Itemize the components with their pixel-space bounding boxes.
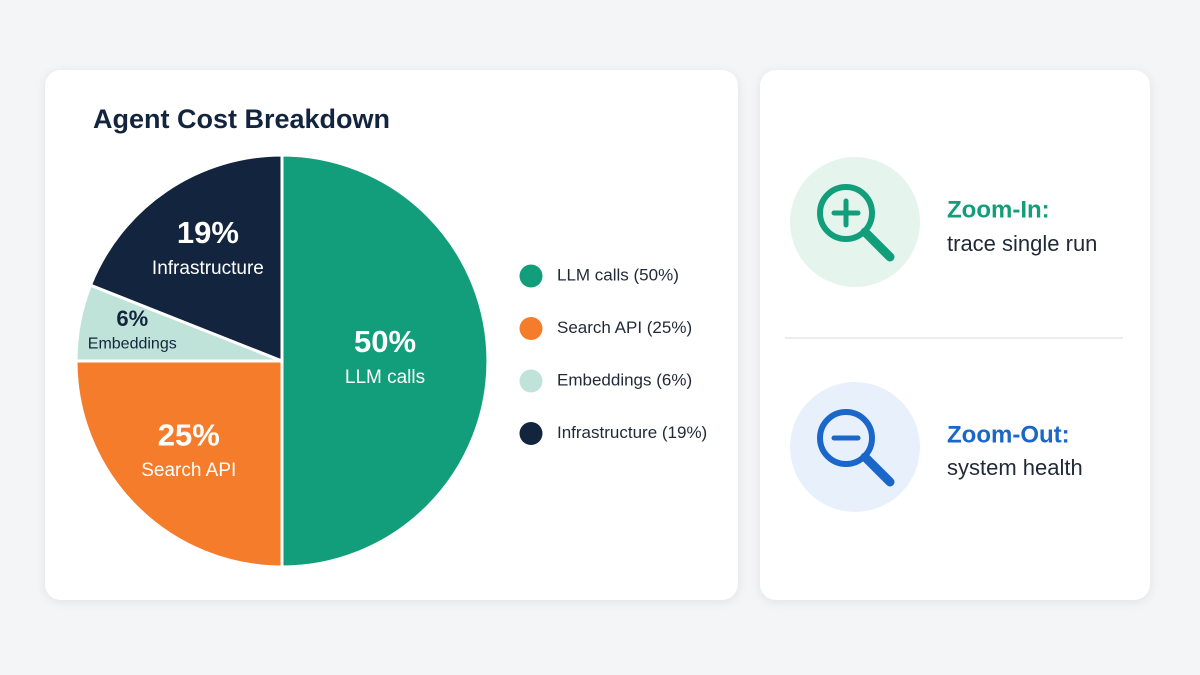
side-card — [760, 70, 1150, 600]
slice-value-label: 6% — [116, 306, 148, 331]
legend-swatch — [519, 369, 543, 393]
slice-value-label: 50% — [354, 324, 416, 359]
legend-label: LLM calls (50%) — [557, 265, 679, 284]
zoom-in-icon — [817, 184, 895, 262]
zoom-out-icon — [817, 409, 895, 487]
slice-category-label: Search API — [141, 460, 236, 481]
slice-category-label: Infrastructure — [152, 258, 264, 279]
pie-slice — [280, 153, 490, 569]
legend-label: Search API (25%) — [557, 318, 692, 337]
slice-category-label: LLM calls — [345, 367, 425, 388]
slice-category-label: Embeddings — [88, 336, 177, 353]
zoom-out-badge — [790, 382, 920, 512]
zoom-out-title: Zoom-Out: — [947, 421, 1070, 448]
pie-slice — [74, 359, 284, 569]
pie-slice — [88, 153, 284, 364]
legend-label: Infrastructure (19%) — [557, 423, 707, 442]
legend-label: Embeddings (6%) — [557, 370, 692, 389]
legend: LLM calls (50%) Search API (25%) Embedding… — [519, 264, 707, 445]
zoom-in-subtitle: trace single run — [947, 231, 1097, 256]
zoom-in-badge — [790, 157, 920, 287]
chart-title: Agent Cost Breakdown — [93, 104, 390, 134]
slice-value-label: 25% — [158, 417, 220, 452]
legend-swatch — [519, 317, 543, 340]
legend-swatch — [519, 264, 543, 288]
zoom-in-title: Zoom-In: — [947, 196, 1050, 223]
pie: 50% LLM calls 25% Search API 6% Embeddings 19%… — [74, 153, 490, 569]
slice-value-label: 19% — [177, 215, 239, 250]
legend-swatch — [519, 422, 543, 445]
zoom-out-subtitle: system health — [947, 455, 1083, 480]
